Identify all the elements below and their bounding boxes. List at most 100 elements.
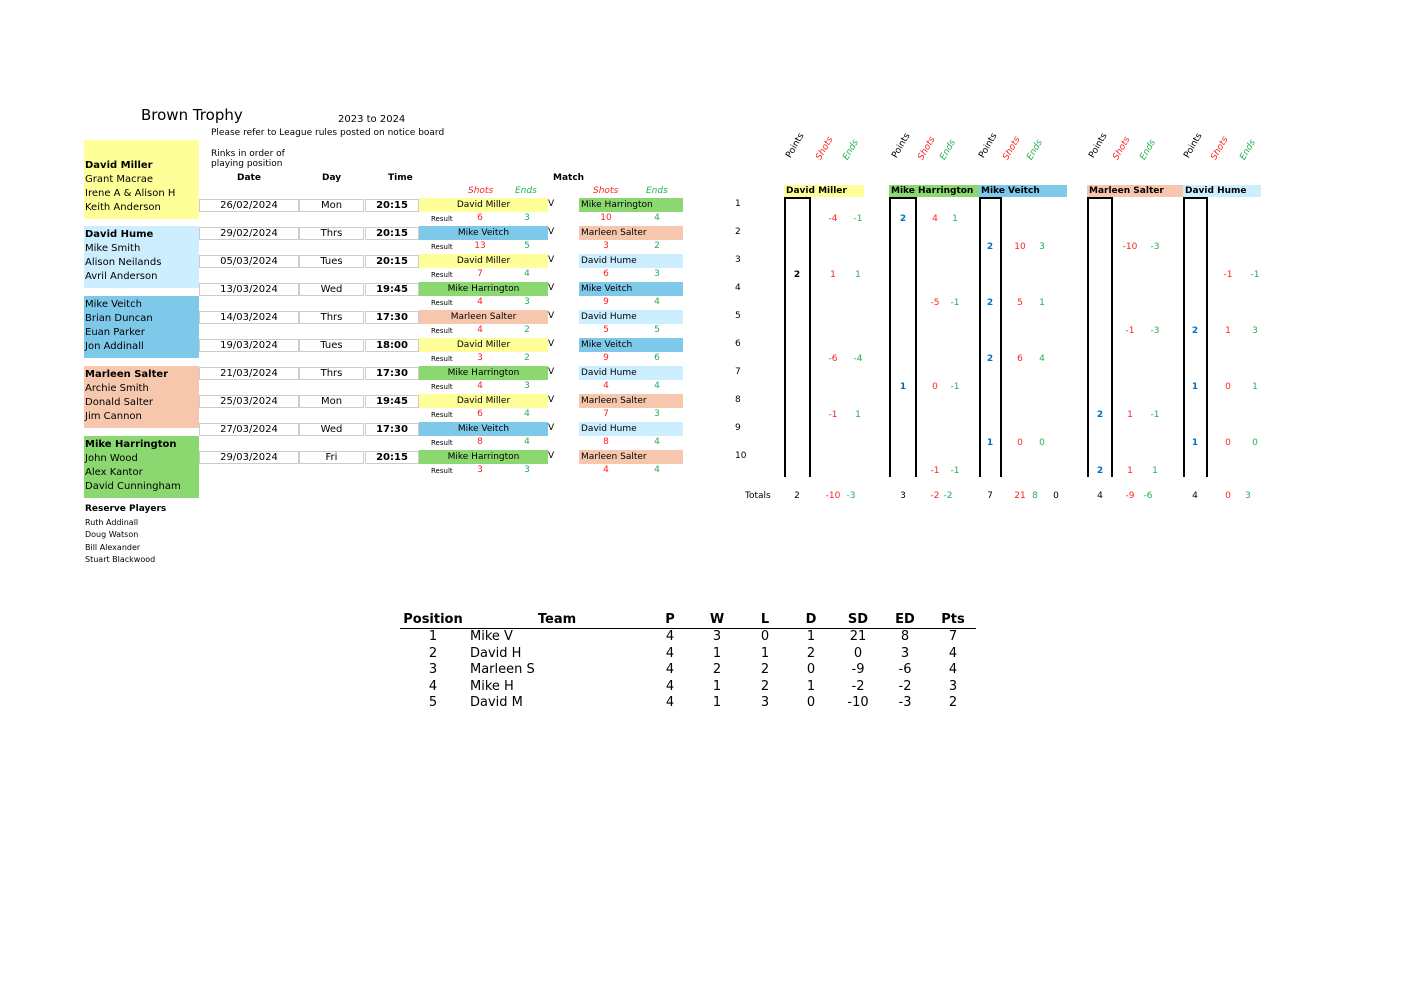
- grid-ends: 3: [1039, 242, 1045, 252]
- standings-cell: 4: [665, 662, 675, 677]
- grid-ends: 1: [1252, 382, 1258, 392]
- match-number: 6: [735, 339, 741, 349]
- grid-points: 2: [986, 242, 994, 252]
- result-label: Result: [431, 355, 453, 363]
- standings-cell: 4: [948, 645, 958, 661]
- grid-total: -10: [825, 491, 841, 501]
- team-name: David H: [470, 645, 522, 661]
- standings-cell: 2: [948, 695, 958, 710]
- standings-cell: 1: [712, 645, 722, 661]
- standings-cell: -10: [847, 695, 869, 710]
- ends-header: Ends: [1238, 138, 1258, 162]
- standings-cell: 3: [428, 662, 438, 677]
- grid-shots: 0: [1017, 438, 1023, 448]
- away-team: David Hume: [579, 310, 683, 324]
- grid-points: 2: [899, 214, 907, 224]
- grid-total: 8: [1032, 491, 1038, 501]
- grid-points: 1: [986, 438, 994, 448]
- reserve-player: Bill Alexander: [85, 542, 141, 552]
- grid-total: -2: [943, 491, 953, 501]
- grid-points: 2: [1191, 326, 1199, 336]
- fixture-time: 17:30: [365, 311, 419, 324]
- standings-cell: -9: [851, 662, 865, 677]
- standings-cell: 2: [712, 662, 722, 677]
- grid-shots: 10: [1014, 242, 1026, 252]
- standings-cell: 5: [428, 695, 438, 710]
- home-team: David Miller: [419, 198, 548, 212]
- fixture-date: 14/03/2024: [199, 311, 299, 324]
- fixture-time: 19:45: [365, 283, 419, 296]
- grid-total: 0: [1053, 491, 1059, 501]
- team-member: Alison Neilands: [85, 257, 162, 268]
- team-member: Jon Addinall: [85, 341, 144, 352]
- shots-header: Shots: [814, 135, 836, 162]
- home-ends: 2: [524, 325, 530, 335]
- grid-points: 1: [1191, 382, 1199, 392]
- grid-shots: -1: [1223, 270, 1233, 280]
- team-block: [84, 366, 199, 428]
- away-ends: 4: [654, 213, 660, 223]
- points-header: Points: [890, 131, 913, 160]
- points-header: Points: [977, 131, 1000, 160]
- standings-cell: 0: [760, 629, 770, 644]
- home-ends: 3: [524, 213, 530, 223]
- away-shots: 8: [603, 437, 609, 447]
- grid-shots: 6: [1017, 354, 1023, 364]
- shots-header: Shots: [593, 186, 619, 196]
- points-header: Points: [1087, 131, 1110, 160]
- home-ends: 5: [524, 241, 530, 251]
- home-shots: 7: [477, 269, 483, 279]
- column-header: W: [709, 612, 725, 627]
- fixture-day: Mon: [299, 395, 364, 408]
- standings-cell: 3: [948, 678, 958, 694]
- versus: V: [548, 395, 555, 405]
- grid-team-header: Marleen Salter: [1087, 185, 1184, 197]
- away-team: Marleen Salter: [579, 394, 683, 408]
- home-shots: 3: [477, 465, 483, 475]
- grid-shots: -5: [930, 298, 940, 308]
- versus: V: [548, 311, 555, 321]
- grid-total: -3: [846, 491, 856, 501]
- team-name: David M: [470, 695, 523, 710]
- grid-ends: 0: [1039, 438, 1045, 448]
- grid-shots: -1: [828, 410, 838, 420]
- grid-shots: 0: [932, 382, 938, 392]
- grid-ends: -1: [950, 466, 960, 476]
- shots-header: Shots: [916, 135, 938, 162]
- points-column: [1183, 197, 1208, 477]
- home-shots: 6: [477, 213, 483, 223]
- grid-shots: 4: [932, 214, 938, 224]
- time-header: Time: [388, 173, 413, 183]
- fixture-day: Thrs: [299, 311, 364, 324]
- grid-shots: 0: [1225, 438, 1231, 448]
- match-number: 9: [735, 423, 741, 433]
- grid-points: 2: [986, 298, 994, 308]
- home-ends: 3: [524, 297, 530, 307]
- team-member: Archie Smith: [85, 383, 149, 394]
- team-member: Donald Salter: [85, 397, 154, 408]
- standings-cell: 1: [760, 645, 770, 661]
- home-ends: 3: [524, 465, 530, 475]
- grid-ends: -3: [1150, 242, 1160, 252]
- grid-total: 2: [794, 491, 800, 501]
- fixture-time: 17:30: [365, 423, 419, 436]
- grid-ends: -1: [950, 382, 960, 392]
- grid-total: 0: [1225, 491, 1231, 501]
- standings-cell: 8: [900, 629, 910, 644]
- standings-cell: 2: [428, 645, 438, 661]
- standings-header-line: [400, 628, 976, 629]
- grid-shots: -4: [828, 214, 838, 224]
- away-shots: 9: [603, 297, 609, 307]
- standings-cell: -3: [898, 695, 912, 710]
- versus: V: [548, 451, 555, 461]
- grid-shots: 1: [830, 270, 836, 280]
- team-member: Alex Kantor: [85, 467, 143, 478]
- standings-cell: 1: [806, 629, 816, 644]
- fixture-date: 29/02/2024: [199, 227, 299, 240]
- grid-total: -6: [1143, 491, 1153, 501]
- match-number: 4: [735, 283, 741, 293]
- reserve-title: Reserve Players: [85, 504, 167, 514]
- grid-ends: 1: [1039, 298, 1045, 308]
- versus: V: [548, 367, 555, 377]
